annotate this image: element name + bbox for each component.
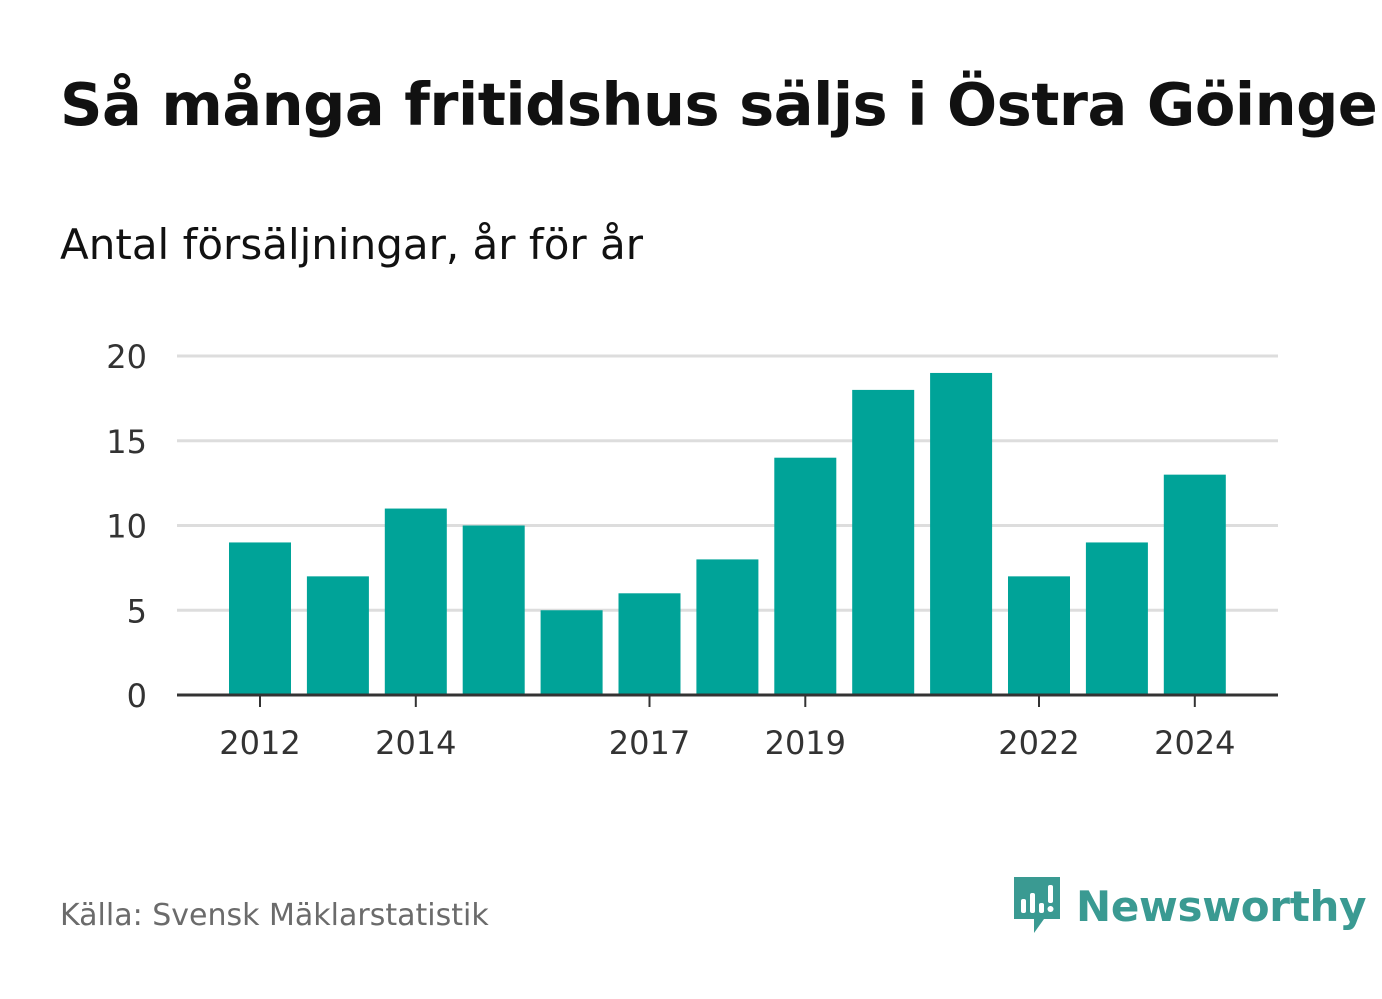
chart-subtitle: Antal försäljningar, år för år bbox=[60, 220, 644, 269]
bar bbox=[930, 372, 993, 695]
brand-name: Newsworthy bbox=[1076, 881, 1367, 931]
axes: 0 5 10 15 20 2012 2014 2017 2019 2022 2024 bbox=[106, 338, 1278, 762]
bar bbox=[852, 389, 915, 695]
bar bbox=[1163, 474, 1226, 695]
x-tick-label: 2017 bbox=[609, 724, 690, 762]
x-tick-label: 2024 bbox=[1154, 724, 1235, 762]
x-tick-label: 2012 bbox=[219, 724, 300, 762]
x-tick-label: 2022 bbox=[998, 724, 1079, 762]
bar bbox=[618, 593, 681, 695]
y-tick-label: 15 bbox=[106, 423, 147, 461]
y-tick-label: 10 bbox=[106, 508, 147, 546]
y-tick-label: 5 bbox=[127, 592, 147, 630]
y-tick-label: 0 bbox=[127, 677, 147, 715]
x-tick-label: 2019 bbox=[765, 724, 846, 762]
bar bbox=[384, 508, 447, 695]
chart-title: Så många fritidshus säljs i Östra Göinge bbox=[60, 70, 1378, 139]
bars bbox=[229, 372, 1226, 695]
x-tick-label: 2014 bbox=[375, 724, 456, 762]
brand-logo: Newsworthy bbox=[1010, 875, 1366, 937]
bar bbox=[1008, 576, 1070, 695]
bar bbox=[229, 542, 291, 695]
bar bbox=[540, 610, 603, 695]
source-note: Källa: Svensk Mäklarstatistik bbox=[60, 898, 489, 933]
bar bbox=[462, 525, 525, 695]
newsworthy-logo-icon bbox=[1014, 877, 1060, 933]
bar bbox=[696, 559, 759, 695]
y-tick-label: 20 bbox=[106, 338, 147, 376]
bar bbox=[774, 457, 837, 695]
bar bbox=[1085, 542, 1148, 695]
bar bbox=[306, 576, 369, 695]
